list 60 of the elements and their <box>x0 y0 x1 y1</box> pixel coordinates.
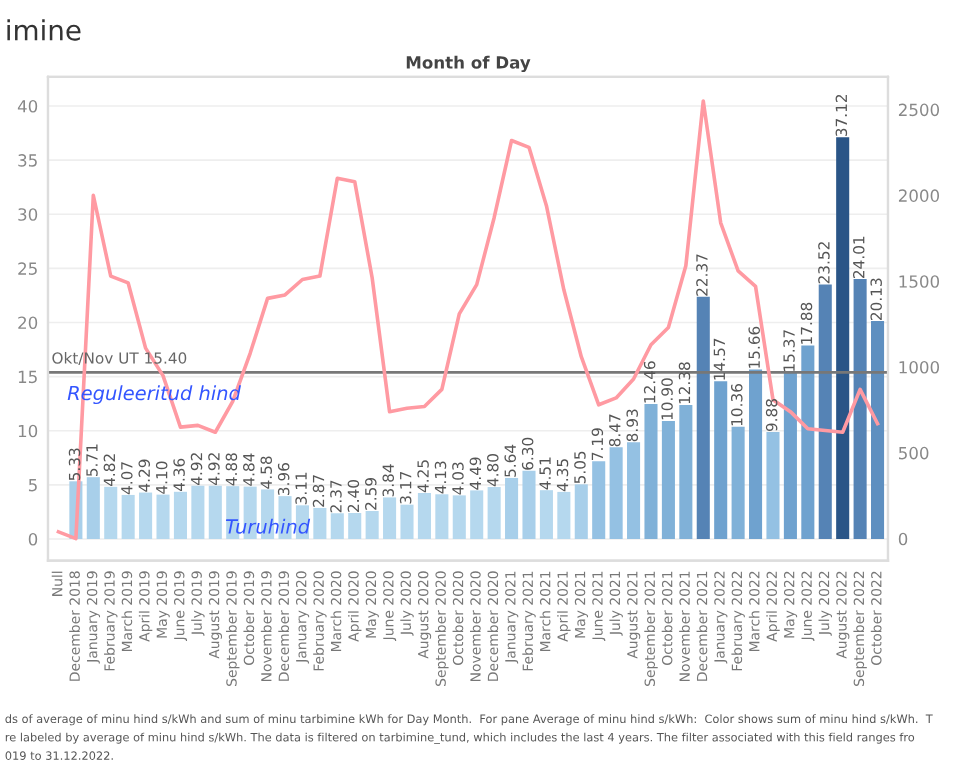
bar <box>679 404 693 539</box>
bar <box>191 485 205 539</box>
bar <box>574 484 588 539</box>
bar <box>696 296 710 539</box>
bar <box>400 504 414 539</box>
y-tick-label: 0 <box>28 532 38 546</box>
bar <box>871 321 885 539</box>
bar <box>452 495 466 539</box>
bar <box>766 432 780 539</box>
y-tick-label: 20 <box>18 316 38 330</box>
bar <box>539 490 553 539</box>
bar <box>313 507 327 539</box>
bar <box>714 381 728 539</box>
y-tick-label: 35 <box>18 154 37 167</box>
bar <box>417 492 431 539</box>
bar <box>609 447 623 539</box>
bar <box>853 279 867 539</box>
bar <box>383 497 397 539</box>
bar <box>365 510 379 539</box>
bar <box>330 513 344 539</box>
y-tick-label: 40 <box>17 99 38 113</box>
bar <box>818 284 832 539</box>
bar <box>121 494 135 539</box>
y2-tick-label: 0 <box>898 532 908 546</box>
bar <box>487 487 501 539</box>
bar <box>836 137 850 539</box>
annotation: Reguleeritud hind <box>67 385 241 405</box>
y2-tick-label: 2000 <box>898 189 940 202</box>
chart-title: imine <box>7 19 81 41</box>
y-tick-label: 10 <box>18 424 38 438</box>
bar <box>661 421 675 539</box>
bar <box>783 372 797 539</box>
bar <box>557 491 571 539</box>
bar <box>470 490 484 539</box>
y-tick-label: 5 <box>28 479 37 492</box>
bar <box>435 494 449 539</box>
bar <box>139 492 153 539</box>
line-series <box>56 99 880 541</box>
y2-tick-label: 500 <box>899 446 929 460</box>
bar <box>522 470 536 539</box>
bar <box>173 491 187 539</box>
y2-tick-label: 1000 <box>899 361 940 374</box>
y-tick-label: 30 <box>18 208 38 221</box>
bar <box>627 442 641 539</box>
y2-tick-label: 2500 <box>898 103 940 117</box>
bar <box>86 477 100 539</box>
x-axis-title: Month of Day <box>406 55 531 73</box>
bar <box>348 513 362 539</box>
bar <box>208 485 222 539</box>
bar <box>731 426 745 539</box>
bar <box>505 477 519 539</box>
y-tick-label: 25 <box>18 262 37 275</box>
bar <box>156 494 170 539</box>
y-tick-label: 15 <box>18 370 37 384</box>
bar <box>749 369 763 539</box>
bar <box>644 404 658 539</box>
bar <box>801 345 815 539</box>
bar <box>104 486 118 539</box>
bar <box>592 461 606 539</box>
y2-tick-label: 1500 <box>899 275 940 288</box>
